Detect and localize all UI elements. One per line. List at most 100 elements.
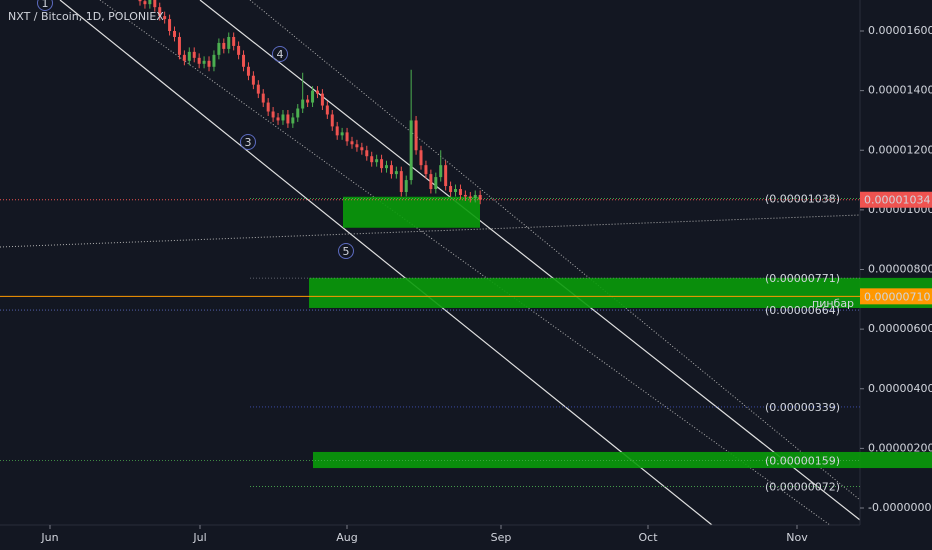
candle-body [197, 57, 201, 64]
y-tick-label: -0.00000000 [868, 501, 932, 514]
level-label: (0.00001038) [765, 193, 840, 206]
candle-body [439, 165, 443, 178]
y-tick-label: 0.00001400 [868, 84, 932, 97]
candle-body [478, 194, 482, 200]
candle-body [271, 111, 275, 118]
candle-body [192, 51, 196, 58]
y-tick-label: 0.00000200 [868, 441, 932, 454]
candle-body [444, 165, 448, 187]
zone [309, 277, 932, 308]
candle-body [138, 0, 142, 2]
candle-body [320, 93, 324, 106]
wave-marker [272, 46, 288, 62]
x-tick-label: Jul [192, 531, 206, 544]
y-tick-label: 0.00001200 [868, 143, 932, 156]
wave-label: 3 [245, 136, 252, 149]
candle-body [227, 36, 231, 49]
candle-body [177, 36, 181, 55]
candle-body [424, 165, 428, 175]
channel-line [199, 0, 861, 521]
y-tick-label: 0.00000600 [868, 322, 932, 335]
candle-body [222, 42, 226, 49]
zone [313, 451, 932, 469]
candle-body [434, 177, 438, 190]
candle-body [449, 186, 453, 192]
candle-body [399, 171, 403, 192]
candle-body [306, 99, 310, 103]
candle-body [256, 84, 260, 94]
candle-body [173, 31, 177, 37]
candle-body [375, 159, 379, 163]
candle-body [163, 16, 167, 20]
wave-label: 1 [42, 0, 49, 10]
candle-body [385, 165, 388, 169]
x-tick-label: Oct [638, 531, 658, 544]
y-tick-label: 0.00000400 [868, 382, 932, 395]
candle-body [340, 132, 344, 136]
note: пинбар [812, 297, 854, 310]
candle-body [360, 147, 364, 151]
candle-body [301, 99, 305, 109]
candle-body [276, 117, 280, 121]
candle-body [251, 75, 255, 85]
candle-body [355, 144, 359, 148]
level-label: (0.00000664) [765, 304, 840, 317]
candle-body [458, 189, 462, 195]
trend-dotted-line [0, 214, 861, 248]
candle-body [182, 54, 186, 61]
candle-body [468, 196, 472, 198]
level-label: (0.00000339) [765, 401, 840, 414]
candle-body [315, 90, 319, 94]
candle-body [330, 114, 334, 127]
candle-body [409, 120, 413, 181]
candle-body [419, 150, 423, 166]
candle-body [454, 189, 458, 192]
candle-body [187, 51, 191, 61]
price-badge [860, 191, 932, 208]
plot-area [0, 0, 861, 526]
candle-body [380, 159, 384, 169]
candle-body [325, 105, 329, 115]
x-tick-label: Nov [786, 531, 808, 544]
candle-body [286, 114, 290, 124]
candle-body [266, 102, 270, 112]
candle-body [311, 90, 315, 103]
candle-body [365, 150, 369, 157]
candle-body [158, 7, 162, 17]
candle-body [296, 108, 300, 118]
wave-marker [338, 243, 354, 259]
channel-line [59, 0, 713, 526]
candle-body [148, 0, 152, 5]
candle-body [389, 165, 393, 175]
candle-body [143, 1, 147, 5]
y-tick-label: 0.00001600 [868, 24, 932, 37]
candle-body [246, 66, 250, 76]
zone [343, 196, 480, 228]
price-badge [860, 288, 932, 305]
candle-body [404, 180, 408, 192]
candle-body [281, 114, 285, 121]
candle-body [345, 132, 349, 142]
wave-label: 4 [277, 48, 284, 61]
wave-label: 5 [343, 245, 350, 258]
candle-body [473, 194, 477, 198]
chart-title: NXT / Bitcoin, 1D, POLONIEX [8, 10, 164, 23]
candle-body [202, 60, 206, 64]
candle-body [168, 19, 172, 32]
candle-body [414, 120, 418, 151]
x-tick-label: Jun [40, 531, 58, 544]
candle-body [232, 36, 236, 46]
candle-body [429, 174, 433, 190]
y-tick-label: 0.00000800 [868, 263, 932, 276]
wave-marker [37, 0, 53, 11]
candle-body [335, 126, 339, 136]
candle-body [291, 117, 295, 124]
x-tick-label: Aug [336, 531, 357, 544]
price-badge-label: 0.00000710 [864, 290, 930, 303]
price-badge-label: 0.00001034 [864, 194, 930, 207]
candle-body [217, 42, 221, 55]
candle-body [350, 141, 354, 145]
candle-body [242, 54, 246, 67]
candle-body [207, 60, 211, 67]
